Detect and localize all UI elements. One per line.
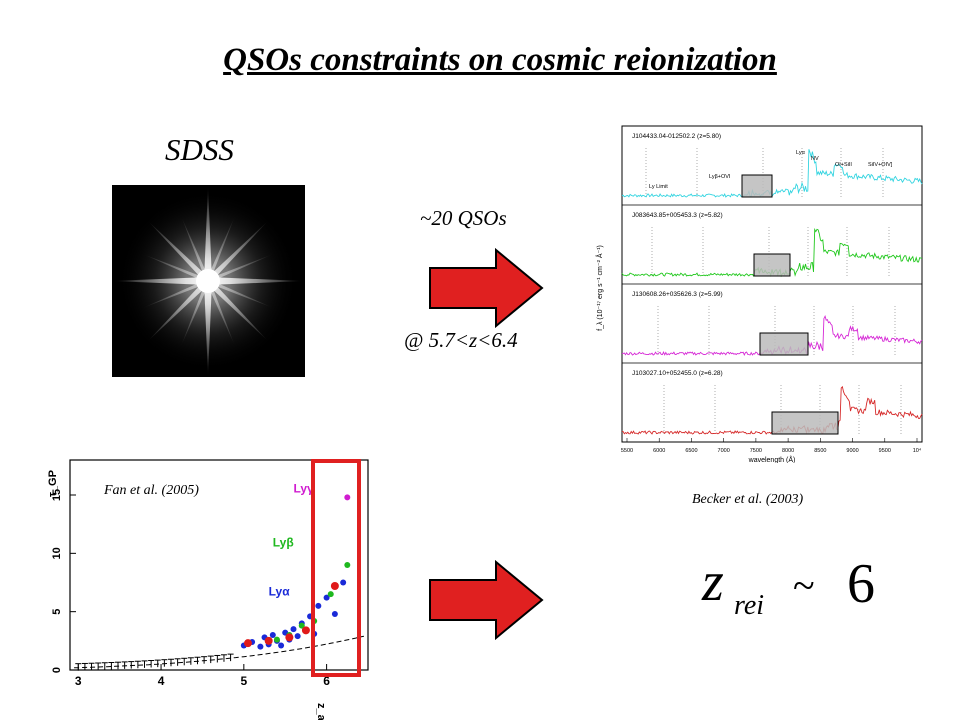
data-point bbox=[327, 591, 334, 598]
data-point bbox=[301, 626, 310, 635]
spectrum-label: J103027.10+052455.0 (z=6.28) bbox=[632, 370, 723, 377]
gunn-peterson-optical-depth-chart: 3 4 5 6 0 5 10 15 Lyγ Lyβ Lyα z_abs τ_GP bbox=[47, 459, 369, 720]
data-point bbox=[290, 626, 297, 633]
spectra-x-tick: 9500 bbox=[879, 448, 891, 454]
data-point bbox=[269, 632, 276, 638]
spectra-x-tick: 8000 bbox=[782, 448, 794, 454]
data-point bbox=[264, 636, 273, 645]
data-point bbox=[323, 594, 330, 601]
data-point bbox=[331, 611, 338, 617]
spectra-x-tick: 7000 bbox=[718, 448, 730, 454]
data-point bbox=[298, 622, 305, 629]
right-arrow-icon bbox=[429, 248, 544, 328]
spectral-line-label: Ly Limit bbox=[649, 184, 668, 190]
series-label: Lyγ bbox=[294, 482, 315, 496]
data-point bbox=[278, 642, 285, 649]
data-point bbox=[294, 633, 301, 640]
right-arrow-icon bbox=[429, 560, 544, 640]
series-label: Lyβ bbox=[273, 535, 294, 549]
spectra-x-tick: 8500 bbox=[814, 448, 826, 454]
data-point bbox=[340, 579, 347, 586]
survey-label: SDSS bbox=[165, 132, 234, 167]
spectrum-label: J130608.26+035626.3 (z=5.99) bbox=[632, 291, 723, 298]
spectral-line-label: SiIV+OIV] bbox=[868, 162, 893, 168]
spectra-x-tick: 7500 bbox=[750, 448, 762, 454]
redshift-range-label: @ 5.7<z<6.4 bbox=[404, 328, 518, 352]
data-point bbox=[344, 494, 351, 501]
data-point bbox=[315, 602, 322, 609]
spectra-xlabel: wavelength (Å) bbox=[748, 455, 796, 463]
chart-x-tick: 3 bbox=[75, 674, 82, 688]
spectrum-label: J104433.04-012502.2 (z=5.80) bbox=[632, 133, 721, 140]
spectra-x-tick: 9000 bbox=[846, 448, 858, 454]
series-label: Lyα bbox=[269, 584, 291, 598]
qso-count-label: ~20 QSOs bbox=[420, 206, 507, 230]
chart-xlabel: z_abs bbox=[315, 703, 327, 720]
result-value: 6 bbox=[847, 553, 875, 615]
spectra-x-tick: 5500 bbox=[621, 448, 633, 454]
quasar-star-icon bbox=[112, 185, 305, 377]
chart-y-tick: 15 bbox=[51, 489, 63, 501]
high-redshift-highlight-box bbox=[311, 459, 361, 677]
spectral-line-label: Lyα bbox=[796, 150, 806, 156]
becker-citation: Becker et al. (2003) bbox=[692, 492, 804, 507]
spectra-x-tick: 6000 bbox=[653, 448, 665, 454]
reionization-redshift-result: z rei ~ 6 bbox=[701, 552, 875, 621]
slide-title: QSOs constraints on cosmic reionization bbox=[223, 42, 777, 78]
quasar-image bbox=[112, 185, 305, 377]
spectrum-label: J083643.85+005453.3 (z=5.82) bbox=[632, 212, 723, 219]
chart-x-tick: 4 bbox=[158, 674, 165, 688]
data-point bbox=[257, 643, 264, 650]
spectra-ylabel: f_λ (10⁻¹⁷ erg s⁻¹ cm⁻² Å⁻¹) bbox=[595, 245, 604, 331]
chart-y-tick: 10 bbox=[51, 547, 63, 559]
data-point bbox=[344, 562, 351, 568]
result-relation: ~ bbox=[793, 563, 815, 608]
result-symbol: z bbox=[701, 552, 724, 613]
fan-citation: Fan et al. (2005) bbox=[104, 483, 199, 498]
spectra-x-tick: 6500 bbox=[685, 448, 697, 454]
spectra-x-tick: 10⁴ bbox=[913, 447, 922, 454]
chart-ylabel: τ_GP bbox=[47, 470, 59, 497]
chart-y-tick: 0 bbox=[51, 667, 63, 673]
data-point bbox=[285, 633, 294, 642]
spectral-line-label: OI+SiII bbox=[835, 162, 852, 168]
qso-spectra-panel: J104433.04-012502.2 (z=5.80) J083643.85+0… bbox=[595, 125, 923, 463]
chart-y-tick: 5 bbox=[51, 609, 63, 615]
spectral-line-label: NV bbox=[811, 156, 819, 162]
chart-x-tick: 6 bbox=[323, 674, 330, 688]
data-point bbox=[273, 636, 280, 643]
chart-x-tick: 5 bbox=[240, 674, 247, 688]
data-point bbox=[330, 582, 339, 590]
result-subscript: rei bbox=[734, 590, 764, 621]
data-point bbox=[243, 639, 252, 648]
spectral-line-label: Lyβ+OVI bbox=[709, 174, 731, 180]
